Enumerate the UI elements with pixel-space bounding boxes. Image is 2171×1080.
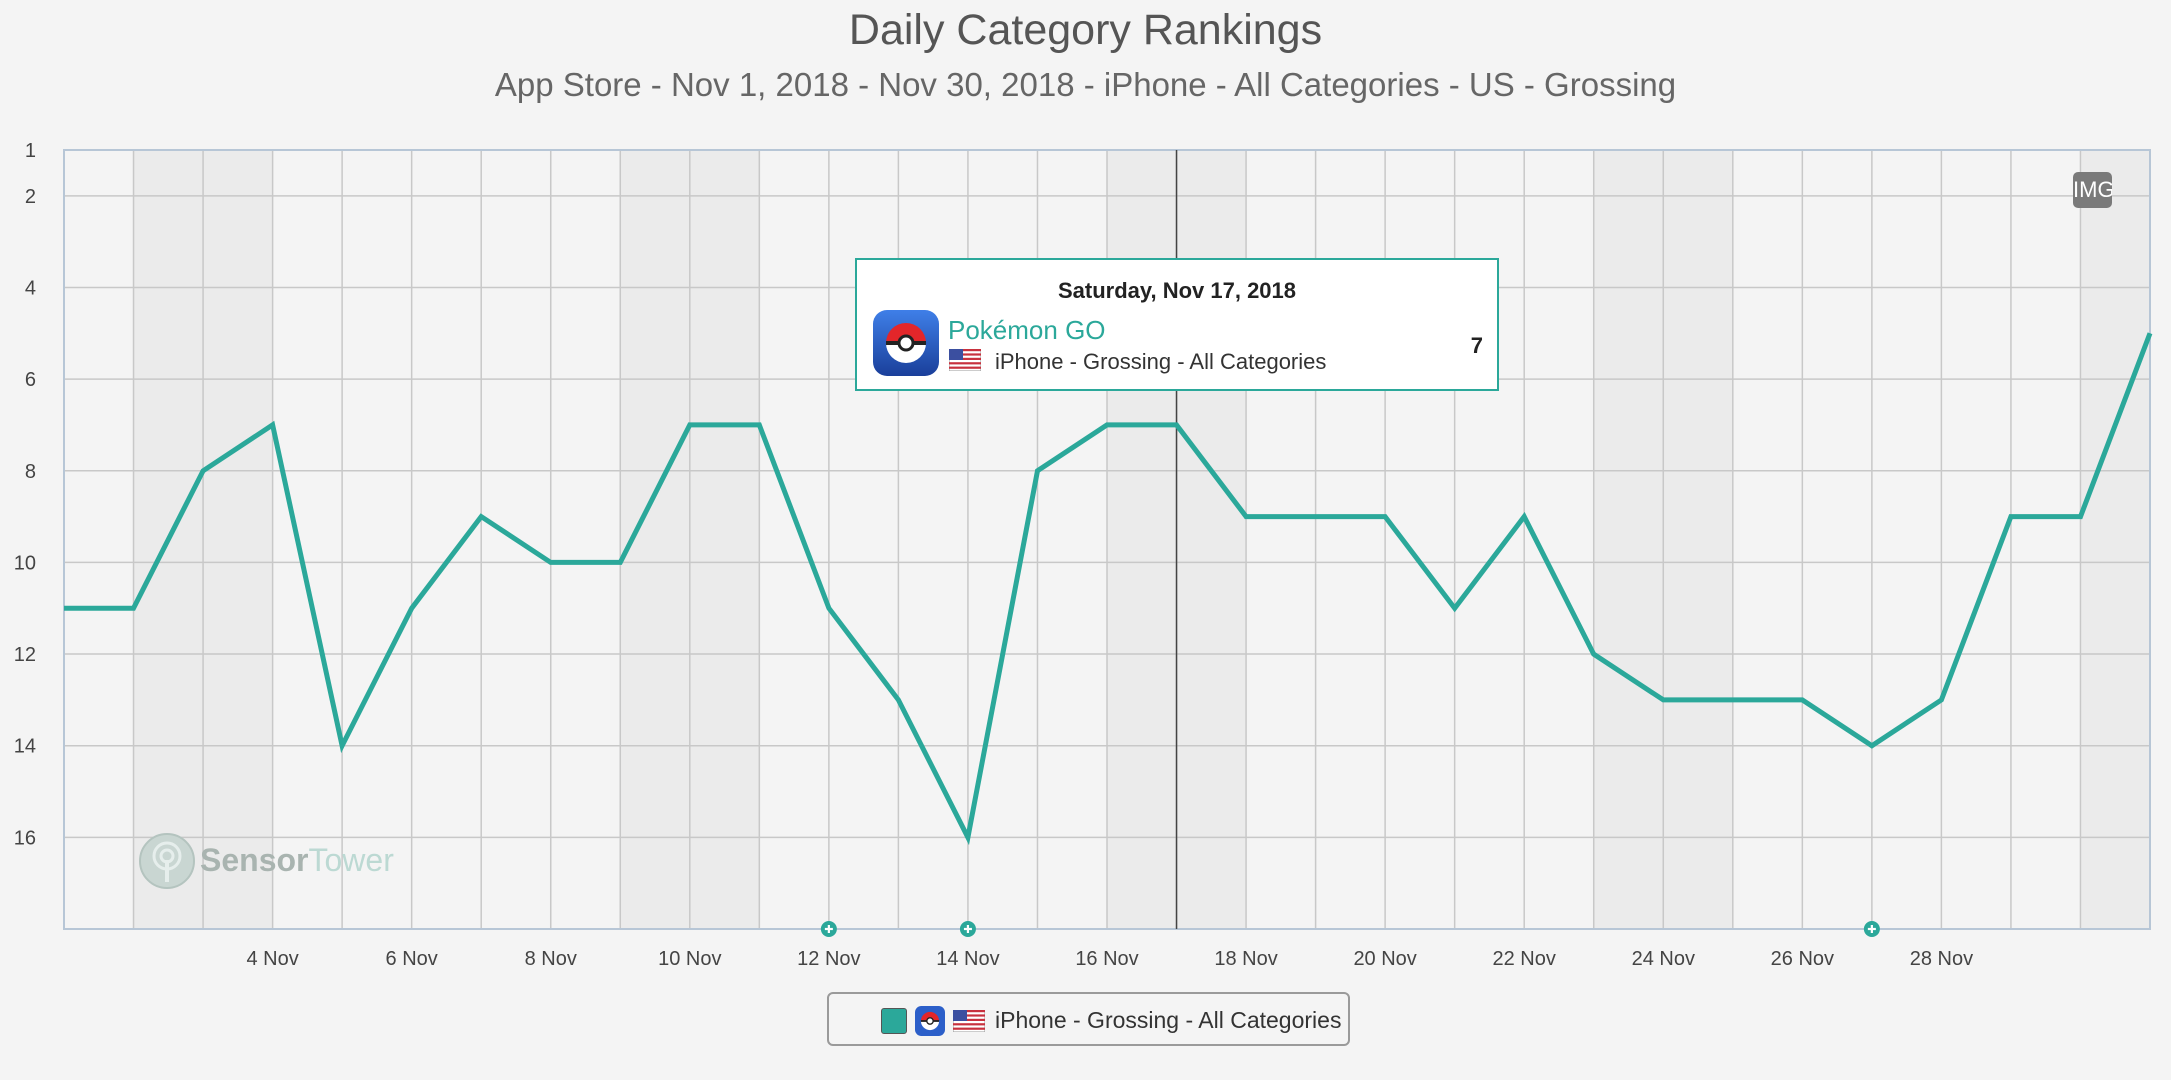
x-tick-label: 14 Nov	[936, 948, 999, 970]
legend-label: iPhone - Grossing - All Categories	[995, 1007, 1342, 1033]
x-tick-label: 12 Nov	[797, 948, 860, 970]
legend-swatch	[881, 1008, 907, 1034]
data-point	[548, 559, 554, 565]
tooltip-app-name: Pokémon GO	[948, 315, 1106, 345]
sensortower-watermark: SensorTower	[138, 832, 394, 890]
data-point	[478, 514, 484, 520]
chart-title: Daily Category Rankings	[848, 6, 1323, 54]
us-flag-icon	[949, 349, 981, 371]
data-point	[2008, 514, 2014, 520]
y-tick-label: 4	[25, 277, 36, 299]
data-point	[1521, 514, 1527, 520]
y-tick-label: 10	[14, 552, 36, 574]
x-tick-label: 22 Nov	[1493, 948, 1556, 970]
data-point	[1452, 605, 1458, 611]
x-tick-label: 16 Nov	[1075, 948, 1138, 970]
data-point	[1730, 697, 1736, 703]
weekend-band	[1663, 150, 1733, 929]
weekend-band	[2080, 150, 2150, 929]
data-point	[826, 605, 832, 611]
x-tick-label: 24 Nov	[1632, 948, 1695, 970]
event-plus-icon[interactable]	[1863, 921, 1880, 937]
y-tick-label: 12	[14, 644, 36, 666]
series-line	[64, 332, 2153, 846]
y-tick-label: 14	[14, 736, 36, 758]
event-plus-icon[interactable]	[959, 921, 976, 937]
x-tick-label: 10 Nov	[658, 948, 721, 970]
data-point	[1104, 422, 1110, 428]
y-tick-label: 16	[14, 827, 36, 849]
data-point	[1313, 514, 1319, 520]
y-tick-label: 8	[25, 461, 36, 483]
tooltip-date: Saturday, Nov 17, 2018	[1057, 278, 1297, 303]
data-point	[2147, 330, 2153, 336]
x-tick-label: 18 Nov	[1214, 948, 1277, 970]
data-point	[1174, 422, 1180, 428]
sensortower-logo-icon	[139, 833, 195, 889]
tooltip-detail: iPhone - Grossing - All Categories	[995, 349, 1327, 374]
weekend-band	[689, 150, 760, 929]
data-point	[200, 468, 206, 474]
data-point	[687, 422, 693, 428]
data-point	[1869, 743, 1875, 749]
data-point	[1799, 697, 1805, 703]
chart-subtitle: App Store - Nov 1, 2018 - Nov 30, 2018 -…	[494, 66, 1677, 103]
x-tick-label: 26 Nov	[1771, 948, 1834, 970]
chart-legend[interactable]: iPhone - Grossing - All Categories	[827, 992, 1350, 1046]
data-point	[1243, 514, 1249, 520]
data-point	[617, 559, 623, 565]
weekend-band	[203, 150, 273, 929]
event-plus-icon[interactable]	[820, 921, 837, 937]
x-tick-label: 20 Nov	[1353, 948, 1416, 970]
data-point	[131, 605, 137, 611]
data-point	[1591, 651, 1597, 657]
pokeball-app-icon	[915, 1006, 945, 1036]
us-flag-icon	[953, 1010, 985, 1032]
x-tick-label: 8 Nov	[525, 948, 577, 970]
data-point	[1034, 468, 1040, 474]
data-point	[2077, 514, 2083, 520]
pokeball-app-icon	[873, 310, 939, 376]
data-point	[965, 834, 971, 840]
data-point	[270, 422, 276, 428]
data-point	[1382, 514, 1388, 520]
x-tick-label: 6 Nov	[386, 948, 438, 970]
tooltip-value: 7	[1470, 333, 1483, 358]
x-tick-label: 28 Nov	[1910, 948, 1973, 970]
x-tick-label: 4 Nov	[246, 948, 298, 970]
y-tick-label: 6	[25, 369, 36, 391]
data-point	[1660, 697, 1666, 703]
data-point	[1938, 697, 1944, 703]
data-point	[409, 605, 415, 611]
plot-frame	[63, 149, 2151, 930]
watermark-text: SensorTower	[200, 842, 394, 878]
img-export-badge[interactable]: IMG	[2073, 172, 2112, 208]
y-tick-label: 1	[25, 140, 36, 162]
data-point	[895, 697, 901, 703]
data-point	[756, 422, 762, 428]
data-point	[339, 743, 345, 749]
y-tick-label: 2	[25, 186, 36, 208]
data-point	[61, 605, 67, 611]
weekend-band	[1593, 150, 1664, 929]
chart-tooltip: Saturday, Nov 17, 2018 Pokémon GO iPhone…	[855, 258, 1499, 391]
